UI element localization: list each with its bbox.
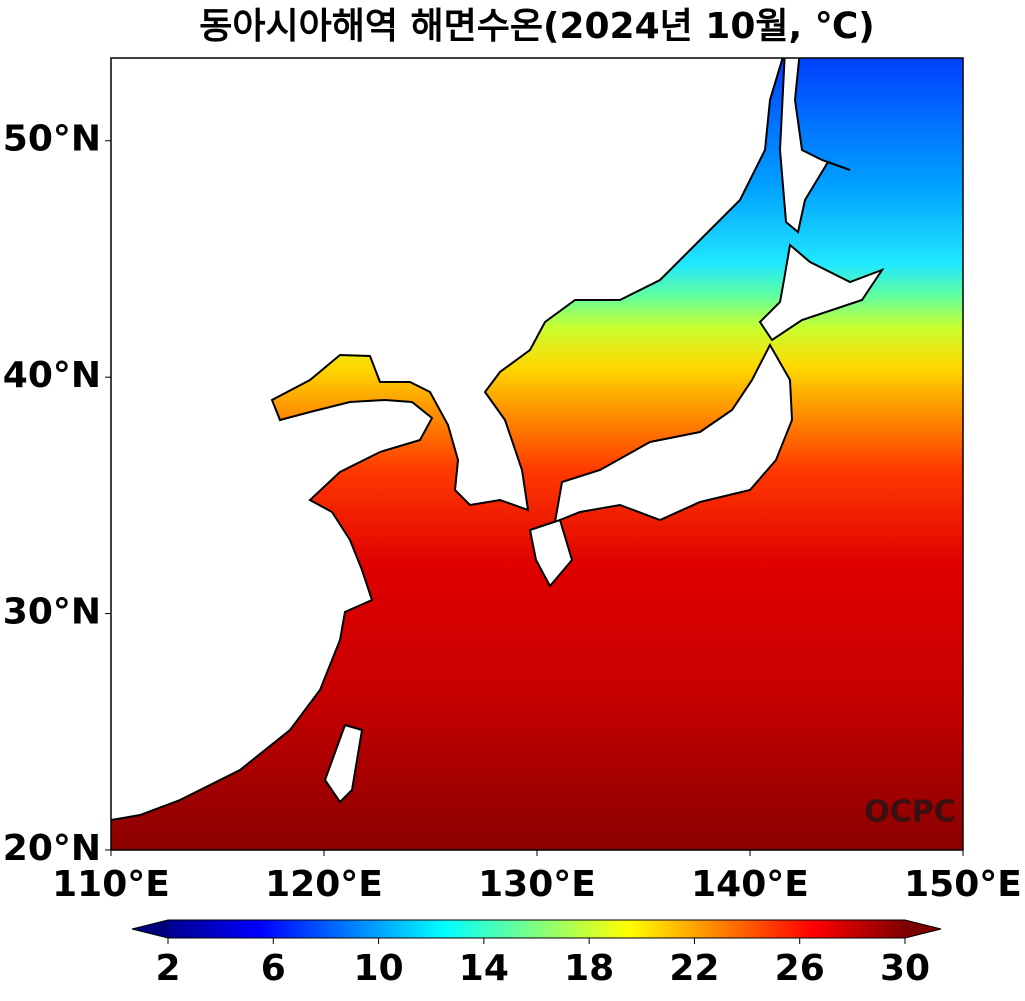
colorbar-tick-label: 6 xyxy=(261,948,286,989)
land xyxy=(111,58,885,822)
colorbar xyxy=(168,920,905,938)
honshu xyxy=(553,342,794,524)
colorbar-tick-label: 10 xyxy=(354,948,404,989)
x-tick-label: 130°E xyxy=(478,864,596,905)
sakhalin xyxy=(778,58,851,234)
colorbar-min-arrow xyxy=(132,920,168,938)
colorbar-tick-label: 30 xyxy=(880,948,930,989)
colorbar-tick-label: 2 xyxy=(155,948,180,989)
x-tick-label: 150°E xyxy=(904,864,1022,905)
y-tick-label: 50°N xyxy=(3,119,101,160)
y-tick-label: 40°N xyxy=(3,355,101,396)
colorbar-tick-label: 26 xyxy=(775,948,825,989)
kyushu xyxy=(528,518,574,588)
sst-field xyxy=(111,58,963,850)
taiwan xyxy=(323,723,364,804)
y-tick-label: 20°N xyxy=(3,828,101,869)
x-tick-label: 110°E xyxy=(52,864,170,905)
title: 동아시아해역 해면수온(2024년 10월, ℃) xyxy=(199,6,875,47)
y-tick-label: 30°N xyxy=(3,592,101,633)
hokkaido xyxy=(758,243,885,342)
x-tick-label: 120°E xyxy=(265,864,383,905)
mainland xyxy=(111,58,784,822)
colorbar-tick-label: 22 xyxy=(669,948,719,989)
colorbar-max-arrow xyxy=(905,920,941,938)
watermark: OCPC xyxy=(864,795,956,830)
colorbar-tick-label: 18 xyxy=(564,948,614,989)
x-tick-label: 140°E xyxy=(691,864,809,905)
colorbar-tick-label: 14 xyxy=(459,948,509,989)
